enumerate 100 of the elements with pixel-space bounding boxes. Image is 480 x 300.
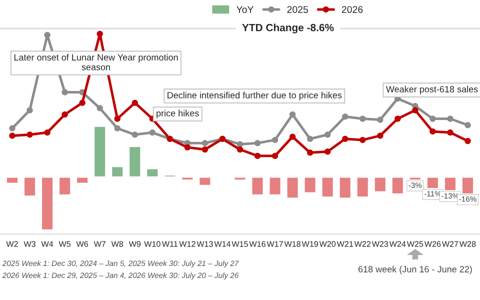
point	[272, 152, 278, 159]
point	[26, 132, 33, 138]
bar	[356, 176, 370, 198]
point	[377, 132, 384, 139]
bar	[146, 168, 160, 178]
bar	[391, 176, 404, 195]
x-tick-label: W23	[372, 241, 388, 247]
point	[324, 148, 331, 155]
point	[202, 146, 208, 153]
x-tick-label: W5	[58, 241, 71, 247]
bar	[198, 176, 212, 186]
point	[96, 30, 103, 38]
annotation: Decline intensified further due to price hikes	[168, 92, 342, 100]
point	[342, 114, 348, 120]
bar	[286, 176, 300, 199]
point	[464, 122, 471, 128]
point	[324, 132, 331, 138]
point	[26, 107, 33, 114]
point	[44, 32, 50, 38]
x-tick-label: W7	[94, 241, 106, 247]
x-tick-label: W16	[249, 241, 266, 247]
point	[184, 144, 191, 150]
x-tick-label: W27	[442, 241, 458, 247]
point	[132, 132, 138, 138]
legend-label: 2025	[287, 6, 308, 13]
bar	[180, 176, 194, 181]
x-tick-label: W6	[76, 241, 88, 247]
x-tick-label: W12	[179, 241, 196, 247]
x-tick-label: W9	[128, 241, 141, 247]
legend-label: YoY	[236, 6, 254, 13]
bar	[6, 176, 19, 184]
annotation: Weaker post-618 sales	[386, 86, 478, 94]
point	[202, 140, 208, 146]
point	[254, 140, 261, 146]
x-tick-label: W25	[406, 241, 424, 247]
point	[306, 150, 314, 156]
x-tick-label: W4	[41, 241, 54, 247]
annotation: Later onset of Lunar New Year promotion season	[14, 54, 178, 70]
x-tick-label: W8	[111, 241, 124, 247]
point	[149, 129, 156, 136]
point	[62, 89, 68, 96]
point	[96, 105, 103, 112]
point	[377, 116, 384, 123]
point	[464, 138, 471, 144]
x-tick-label: W10	[144, 241, 160, 247]
point	[289, 134, 296, 140]
x-tick-label: W18	[284, 241, 300, 247]
bar	[250, 176, 264, 196]
bar	[233, 176, 247, 181]
x-tick-label: W19	[302, 241, 318, 247]
x-tick-label: W17	[266, 241, 283, 247]
point	[430, 128, 436, 135]
point	[394, 116, 401, 122]
point	[430, 116, 436, 122]
point	[114, 116, 120, 122]
text: 618 week (Jun 16 - June 22)	[358, 266, 472, 274]
point	[447, 116, 454, 122]
x-tick-label: W14	[214, 241, 231, 247]
point	[114, 125, 120, 132]
point	[236, 141, 244, 148]
bar	[23, 176, 36, 197]
point	[447, 129, 454, 136]
point	[272, 136, 278, 144]
point	[132, 100, 138, 106]
bar	[76, 176, 89, 184]
bar	[128, 146, 142, 178]
point	[254, 152, 261, 159]
point	[62, 111, 68, 118]
point	[360, 136, 366, 144]
point	[79, 100, 86, 106]
bar	[320, 176, 334, 198]
bar	[303, 176, 317, 194]
x-tick-label: W22	[354, 241, 371, 247]
point	[360, 116, 366, 122]
x-tick-label: W3	[24, 241, 36, 247]
point	[306, 136, 314, 142]
bar	[268, 176, 282, 196]
bar	[373, 176, 387, 193]
point	[9, 132, 16, 139]
point	[289, 111, 296, 118]
x-tick-label: W28	[459, 241, 476, 247]
point	[342, 136, 348, 142]
chart-title: YTD Change -8.6%	[242, 24, 334, 34]
x-tick-label: W24	[389, 241, 406, 247]
x-tick-label: W2	[6, 241, 18, 247]
point	[236, 146, 244, 153]
bar	[338, 176, 352, 199]
annotation: price hikes	[156, 110, 199, 118]
x-tick-label: W11	[162, 241, 178, 247]
x-tick-label: W13	[196, 241, 213, 247]
x-tick-label: W15	[232, 241, 248, 247]
bar	[40, 176, 54, 231]
legend-label: 2026	[342, 6, 363, 13]
point	[412, 107, 418, 114]
bar	[163, 174, 177, 178]
x-tick-label: W21	[336, 241, 353, 247]
point	[44, 129, 50, 136]
x-tick-label: W26	[424, 241, 441, 247]
bar	[93, 125, 107, 178]
x-tick-label: W20	[319, 241, 336, 247]
